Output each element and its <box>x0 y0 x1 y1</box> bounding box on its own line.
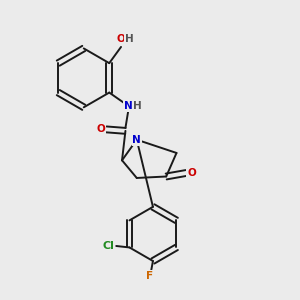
Text: O: O <box>117 34 125 44</box>
Text: H: H <box>125 34 134 44</box>
Text: O: O <box>187 168 196 178</box>
Text: F: F <box>146 271 154 281</box>
Text: N: N <box>124 101 133 111</box>
Text: O: O <box>97 124 105 134</box>
Text: N: N <box>132 135 141 145</box>
Text: H: H <box>133 101 142 111</box>
Text: Cl: Cl <box>102 241 114 251</box>
